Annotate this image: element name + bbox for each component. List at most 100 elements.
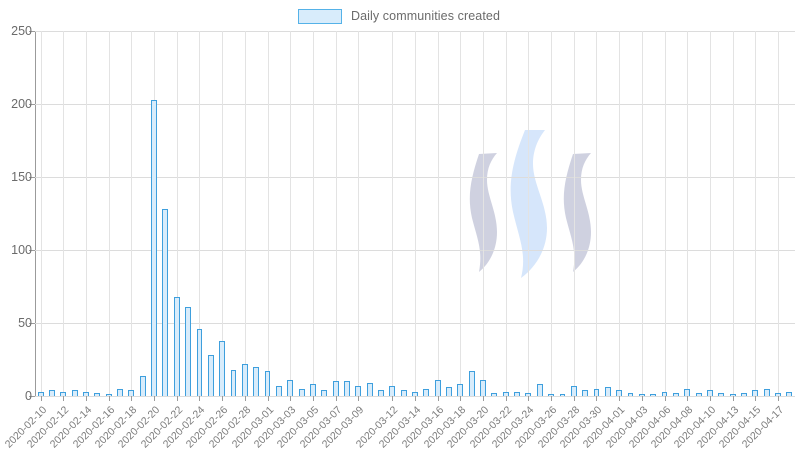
bar[interactable] (559, 394, 566, 396)
bar[interactable] (105, 394, 112, 396)
bar[interactable] (253, 366, 260, 396)
plot-area: 0 50 100 150 200 250 (11, 24, 795, 403)
bar[interactable] (128, 390, 135, 396)
bar[interactable] (343, 381, 350, 396)
bar[interactable] (616, 390, 623, 396)
bar[interactable] (162, 209, 169, 396)
bar[interactable] (49, 390, 55, 396)
bar[interactable] (604, 387, 611, 396)
legend-swatch-daily-communities-created[interactable] (297, 8, 342, 24)
bar[interactable] (718, 393, 725, 396)
bar[interactable] (650, 394, 657, 396)
bar[interactable] (695, 393, 702, 396)
bar[interactable] (219, 340, 226, 396)
bar[interactable] (593, 388, 600, 396)
bar[interactable] (173, 296, 180, 396)
x-tick-mark (778, 396, 779, 401)
bar[interactable] (661, 391, 668, 396)
bar[interactable] (582, 390, 589, 396)
y-axis-line (35, 31, 36, 397)
bar[interactable] (536, 384, 543, 396)
bar[interactable] (83, 391, 89, 396)
x-gridline (41, 31, 42, 396)
bar[interactable] (468, 371, 475, 396)
y-tick-label: 250 (11, 24, 32, 38)
x-tick-mark (574, 396, 575, 401)
y-tick-label: 0 (25, 389, 32, 403)
bar[interactable] (264, 371, 271, 396)
bar[interactable] (117, 388, 124, 396)
bar[interactable] (412, 391, 418, 396)
bar[interactable] (298, 388, 305, 396)
x-gridline (438, 31, 439, 396)
bar[interactable] (241, 363, 248, 396)
bar[interactable] (548, 394, 555, 396)
legend-label-daily-communities-created[interactable]: Daily communities created (350, 9, 501, 23)
bar[interactable] (480, 379, 486, 396)
bar[interactable] (60, 391, 67, 396)
x-tick-mark (596, 396, 597, 401)
x-tick-mark (41, 396, 42, 401)
bar[interactable] (332, 381, 339, 396)
x-gridline (336, 31, 337, 396)
bar[interactable] (706, 390, 713, 396)
bar[interactable] (775, 393, 781, 396)
x-tick-mark (313, 396, 314, 401)
y-tick-mark (29, 104, 35, 105)
x-tick-mark (642, 396, 643, 401)
bar[interactable] (366, 382, 373, 396)
bar[interactable] (309, 384, 316, 396)
bar[interactable] (355, 385, 362, 396)
bar[interactable] (275, 385, 282, 396)
bar[interactable] (502, 391, 509, 396)
bar[interactable] (786, 391, 793, 396)
bar[interactable] (525, 393, 532, 396)
bar[interactable] (378, 390, 384, 396)
bar[interactable] (434, 379, 441, 396)
bar[interactable] (400, 390, 407, 396)
x-gridline (268, 31, 269, 396)
x-gridline (358, 31, 359, 396)
bar[interactable] (684, 388, 691, 396)
y-tick-label: 100 (11, 243, 32, 257)
bar[interactable] (287, 379, 294, 396)
bar[interactable] (389, 385, 396, 396)
bar[interactable] (37, 391, 44, 396)
y-tick-mark (29, 396, 35, 397)
bar[interactable] (763, 388, 770, 396)
bar[interactable] (570, 385, 577, 396)
y-tick-mark (29, 250, 35, 251)
x-gridline (86, 31, 87, 396)
bar[interactable] (638, 394, 645, 396)
x-tick-mark (245, 396, 246, 401)
bar[interactable] (71, 390, 78, 396)
bar[interactable] (207, 355, 214, 396)
x-tick-mark (755, 396, 756, 401)
bar[interactable] (741, 393, 747, 396)
x-gridline (574, 31, 575, 396)
bar[interactable] (672, 393, 679, 396)
chart-legend[interactable]: Daily communities created (0, 4, 798, 28)
x-gridline (710, 31, 711, 396)
bar[interactable] (94, 393, 101, 396)
x-gridline (528, 31, 529, 396)
x-tick-mark (665, 396, 666, 401)
bar[interactable] (627, 393, 634, 396)
bar[interactable] (151, 99, 158, 396)
bar[interactable] (321, 390, 328, 396)
bar[interactable] (139, 375, 146, 396)
bar[interactable] (491, 393, 498, 396)
y-tick-mark (29, 31, 35, 32)
x-gridline (483, 31, 484, 396)
x-tick-mark (460, 396, 461, 401)
bar[interactable] (457, 384, 464, 396)
bar[interactable] (752, 390, 759, 396)
bar[interactable] (185, 306, 192, 396)
bar[interactable] (514, 391, 521, 396)
x-tick-mark (551, 396, 552, 401)
bar[interactable] (729, 394, 736, 396)
bar[interactable] (230, 369, 237, 396)
bar[interactable] (446, 387, 452, 396)
bar[interactable] (423, 388, 430, 396)
bar[interactable] (196, 328, 203, 396)
